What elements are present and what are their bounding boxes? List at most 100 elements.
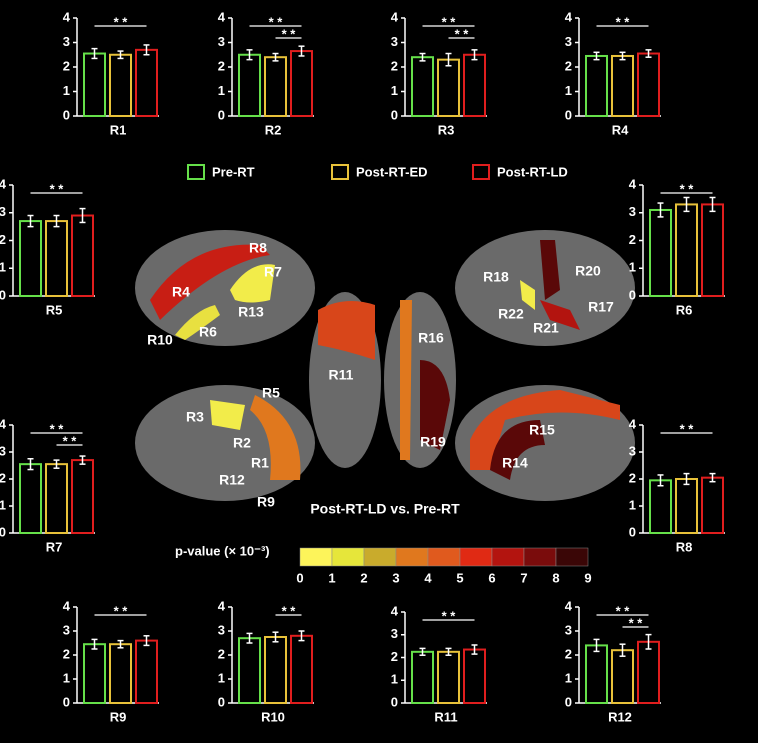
activation xyxy=(250,395,301,480)
region-label: R14 xyxy=(502,455,528,471)
error-bar xyxy=(471,49,478,61)
legend-swatch xyxy=(472,164,490,180)
legend-label: Pre-RT xyxy=(212,164,255,179)
error-bar xyxy=(117,639,124,649)
colorbar-segment xyxy=(363,547,397,567)
error-bar xyxy=(143,44,150,56)
y-tick-label: 0 xyxy=(629,287,636,302)
colorbar-tick-label: 1 xyxy=(328,570,335,585)
y-tick-label: 4 xyxy=(63,598,71,613)
legend-label: Post-RT-ED xyxy=(356,164,428,179)
error-bar xyxy=(471,644,478,655)
region-label: R1 xyxy=(251,455,269,471)
y-tick-label: 3 xyxy=(391,626,398,641)
x-label: R9 xyxy=(110,709,127,724)
y-tick-label: 1 xyxy=(218,670,225,685)
y-tick-label: 4 xyxy=(565,598,573,613)
region-label: R4 xyxy=(172,284,190,300)
error-bar xyxy=(619,51,626,61)
colorbar-tick-label: 4 xyxy=(424,570,432,585)
region-label: R18 xyxy=(483,269,509,285)
region-label: R11 xyxy=(329,367,354,383)
y-tick-label: 2 xyxy=(565,58,572,73)
error-bar xyxy=(79,207,86,224)
activation xyxy=(470,390,620,470)
error-bar xyxy=(246,632,253,644)
activation xyxy=(400,300,412,460)
y-tick-label: 3 xyxy=(218,34,225,49)
y-tick-label: 2 xyxy=(63,646,70,661)
error-bar xyxy=(53,459,60,469)
y-tick-label: 4 xyxy=(565,9,573,24)
y-tick-label: 1 xyxy=(565,670,572,685)
colorbar-tick-label: 2 xyxy=(360,570,367,585)
significance-label: * * xyxy=(50,181,65,196)
region-label: R16 xyxy=(418,330,444,346)
region-label: R2 xyxy=(233,435,251,451)
error-bar xyxy=(53,214,60,228)
y-tick-label: 1 xyxy=(0,497,6,512)
error-bar xyxy=(298,630,305,642)
region-label: R17 xyxy=(588,299,614,315)
y-tick-label: 4 xyxy=(391,603,399,618)
region-label: R10 xyxy=(147,332,173,348)
region-label: R5 xyxy=(262,385,280,401)
x-label: R10 xyxy=(261,709,285,724)
y-tick-label: 4 xyxy=(391,9,399,24)
region-label: R20 xyxy=(575,263,601,279)
colorbar-tick-label: 7 xyxy=(520,570,527,585)
activation xyxy=(420,360,450,450)
contrast-label: Post-RT-LD vs. Pre-RT xyxy=(310,501,460,517)
y-tick-label: 1 xyxy=(565,83,572,98)
region-label: R19 xyxy=(420,434,446,450)
error-bar xyxy=(445,647,452,656)
activation xyxy=(520,280,535,310)
legend-swatch xyxy=(331,164,349,180)
error-bar xyxy=(91,638,98,650)
significance-label: * * xyxy=(442,14,457,29)
y-tick-label: 1 xyxy=(63,83,70,98)
y-tick-label: 2 xyxy=(391,649,398,664)
y-tick-label: 0 xyxy=(565,107,572,122)
brain-views xyxy=(135,230,635,501)
y-tick-label: 3 xyxy=(565,34,572,49)
colorbar-tick-label: 8 xyxy=(552,570,559,585)
activation xyxy=(150,244,270,320)
colorbar-segment xyxy=(523,547,557,567)
error-bar xyxy=(593,638,600,653)
error-bar xyxy=(683,196,690,213)
x-label: R7 xyxy=(46,539,63,554)
y-tick-label: 1 xyxy=(629,497,636,512)
region-labels: R1 R2 R3 R4 R5 R6 R7 R8 R9 R10 R11 R12 R… xyxy=(147,240,614,517)
y-tick-label: 4 xyxy=(218,9,226,24)
error-bar xyxy=(657,474,664,487)
significance-label: * * xyxy=(63,433,78,448)
colorbar-segment xyxy=(459,547,493,567)
region-label: R15 xyxy=(529,422,555,438)
x-label: R2 xyxy=(265,122,282,137)
activation xyxy=(490,420,545,480)
error-bar xyxy=(27,214,34,228)
y-tick-label: 0 xyxy=(63,694,70,709)
error-bar xyxy=(419,647,426,656)
significance-label: * * xyxy=(680,421,695,436)
region-label: R21 xyxy=(533,320,559,336)
activation xyxy=(210,400,245,430)
region-label: R9 xyxy=(257,494,275,510)
x-label: R3 xyxy=(438,122,455,137)
y-tick-label: 2 xyxy=(218,646,225,661)
y-tick-label: 2 xyxy=(0,232,6,247)
error-bar xyxy=(117,50,124,60)
error-bar xyxy=(683,472,690,486)
x-label: R8 xyxy=(676,539,693,554)
y-tick-label: 0 xyxy=(218,694,225,709)
colorbar-segment xyxy=(555,547,589,567)
y-tick-label: 1 xyxy=(0,260,6,275)
y-tick-label: 1 xyxy=(63,670,70,685)
colorbar-segment xyxy=(331,547,365,567)
activation xyxy=(175,305,220,340)
y-tick-label: 2 xyxy=(565,646,572,661)
x-label: R12 xyxy=(608,709,632,724)
significance-label: * * xyxy=(442,608,457,623)
y-tick-label: 4 xyxy=(0,176,7,191)
